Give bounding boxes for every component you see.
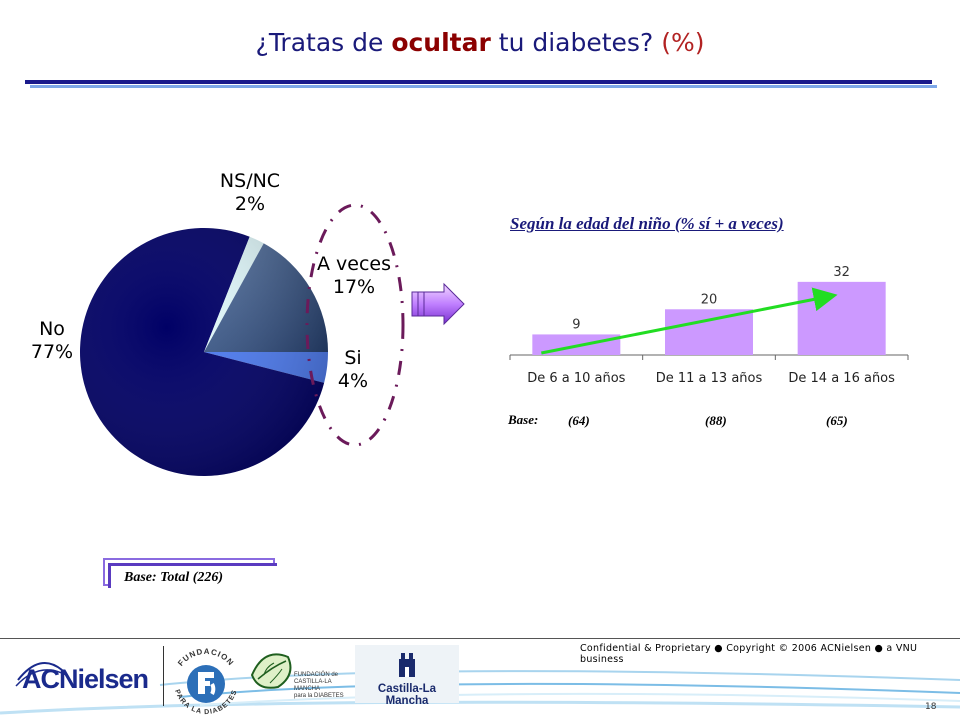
subchart-title: Según la edad del niño (% sí + a veces) — [510, 214, 784, 233]
fundacion-castilla-logo: FUNDACIÓN de CASTILLA-LA MANCHA para la … — [244, 645, 354, 705]
bar-data-label: 9 — [572, 317, 580, 332]
bar-3 — [797, 281, 886, 355]
logo-divider — [163, 646, 164, 706]
pie-label-nsnc: NS/NC 2% — [219, 170, 281, 215]
acnielsen-logo: ACNielsen — [10, 650, 160, 705]
title-rule — [25, 80, 932, 84]
highlight-ellipse — [305, 203, 405, 447]
x-tick-label: De 11 a 13 años — [656, 371, 763, 386]
svg-text:FUNDACION: FUNDACION — [176, 647, 236, 668]
title-rule-shadow — [30, 85, 937, 88]
page-number: 18 — [925, 702, 937, 712]
right-arrow-icon — [411, 282, 465, 326]
x-tick-label: De 6 a 10 años — [527, 371, 625, 386]
base-value-2: (88) — [705, 413, 727, 428]
pie-label-no: No 77% — [30, 318, 74, 363]
castilla-la-mancha-logo: Castilla-La Mancha — [355, 645, 459, 707]
base-total-text: Base: Total (226) — [124, 570, 224, 585]
base-value-1: (64) — [568, 413, 590, 428]
base-total-box — [103, 558, 277, 588]
fundacion-diabetes-logo: FUNDACION PARA LA DIABETES — [168, 644, 244, 716]
footer-rule — [0, 638, 960, 639]
x-tick-label: De 14 a 16 años — [788, 371, 895, 386]
bar-data-label: 20 — [701, 292, 718, 307]
pie-label-si: Si 4% — [337, 347, 369, 392]
bar-data-label: 32 — [833, 265, 850, 280]
confidential-notice: Confidential & Proprietary ● Copyright ©… — [580, 643, 918, 665]
bar-2 — [665, 309, 753, 355]
base-label: Base: — [508, 412, 539, 427]
page-title: ¿Tratas de ocultar tu diabetes? (%) — [255, 28, 705, 57]
pie-label-aveces: A veces 17% — [316, 253, 391, 298]
trend-arrow — [541, 287, 838, 355]
base-value-3: (65) — [826, 413, 848, 428]
